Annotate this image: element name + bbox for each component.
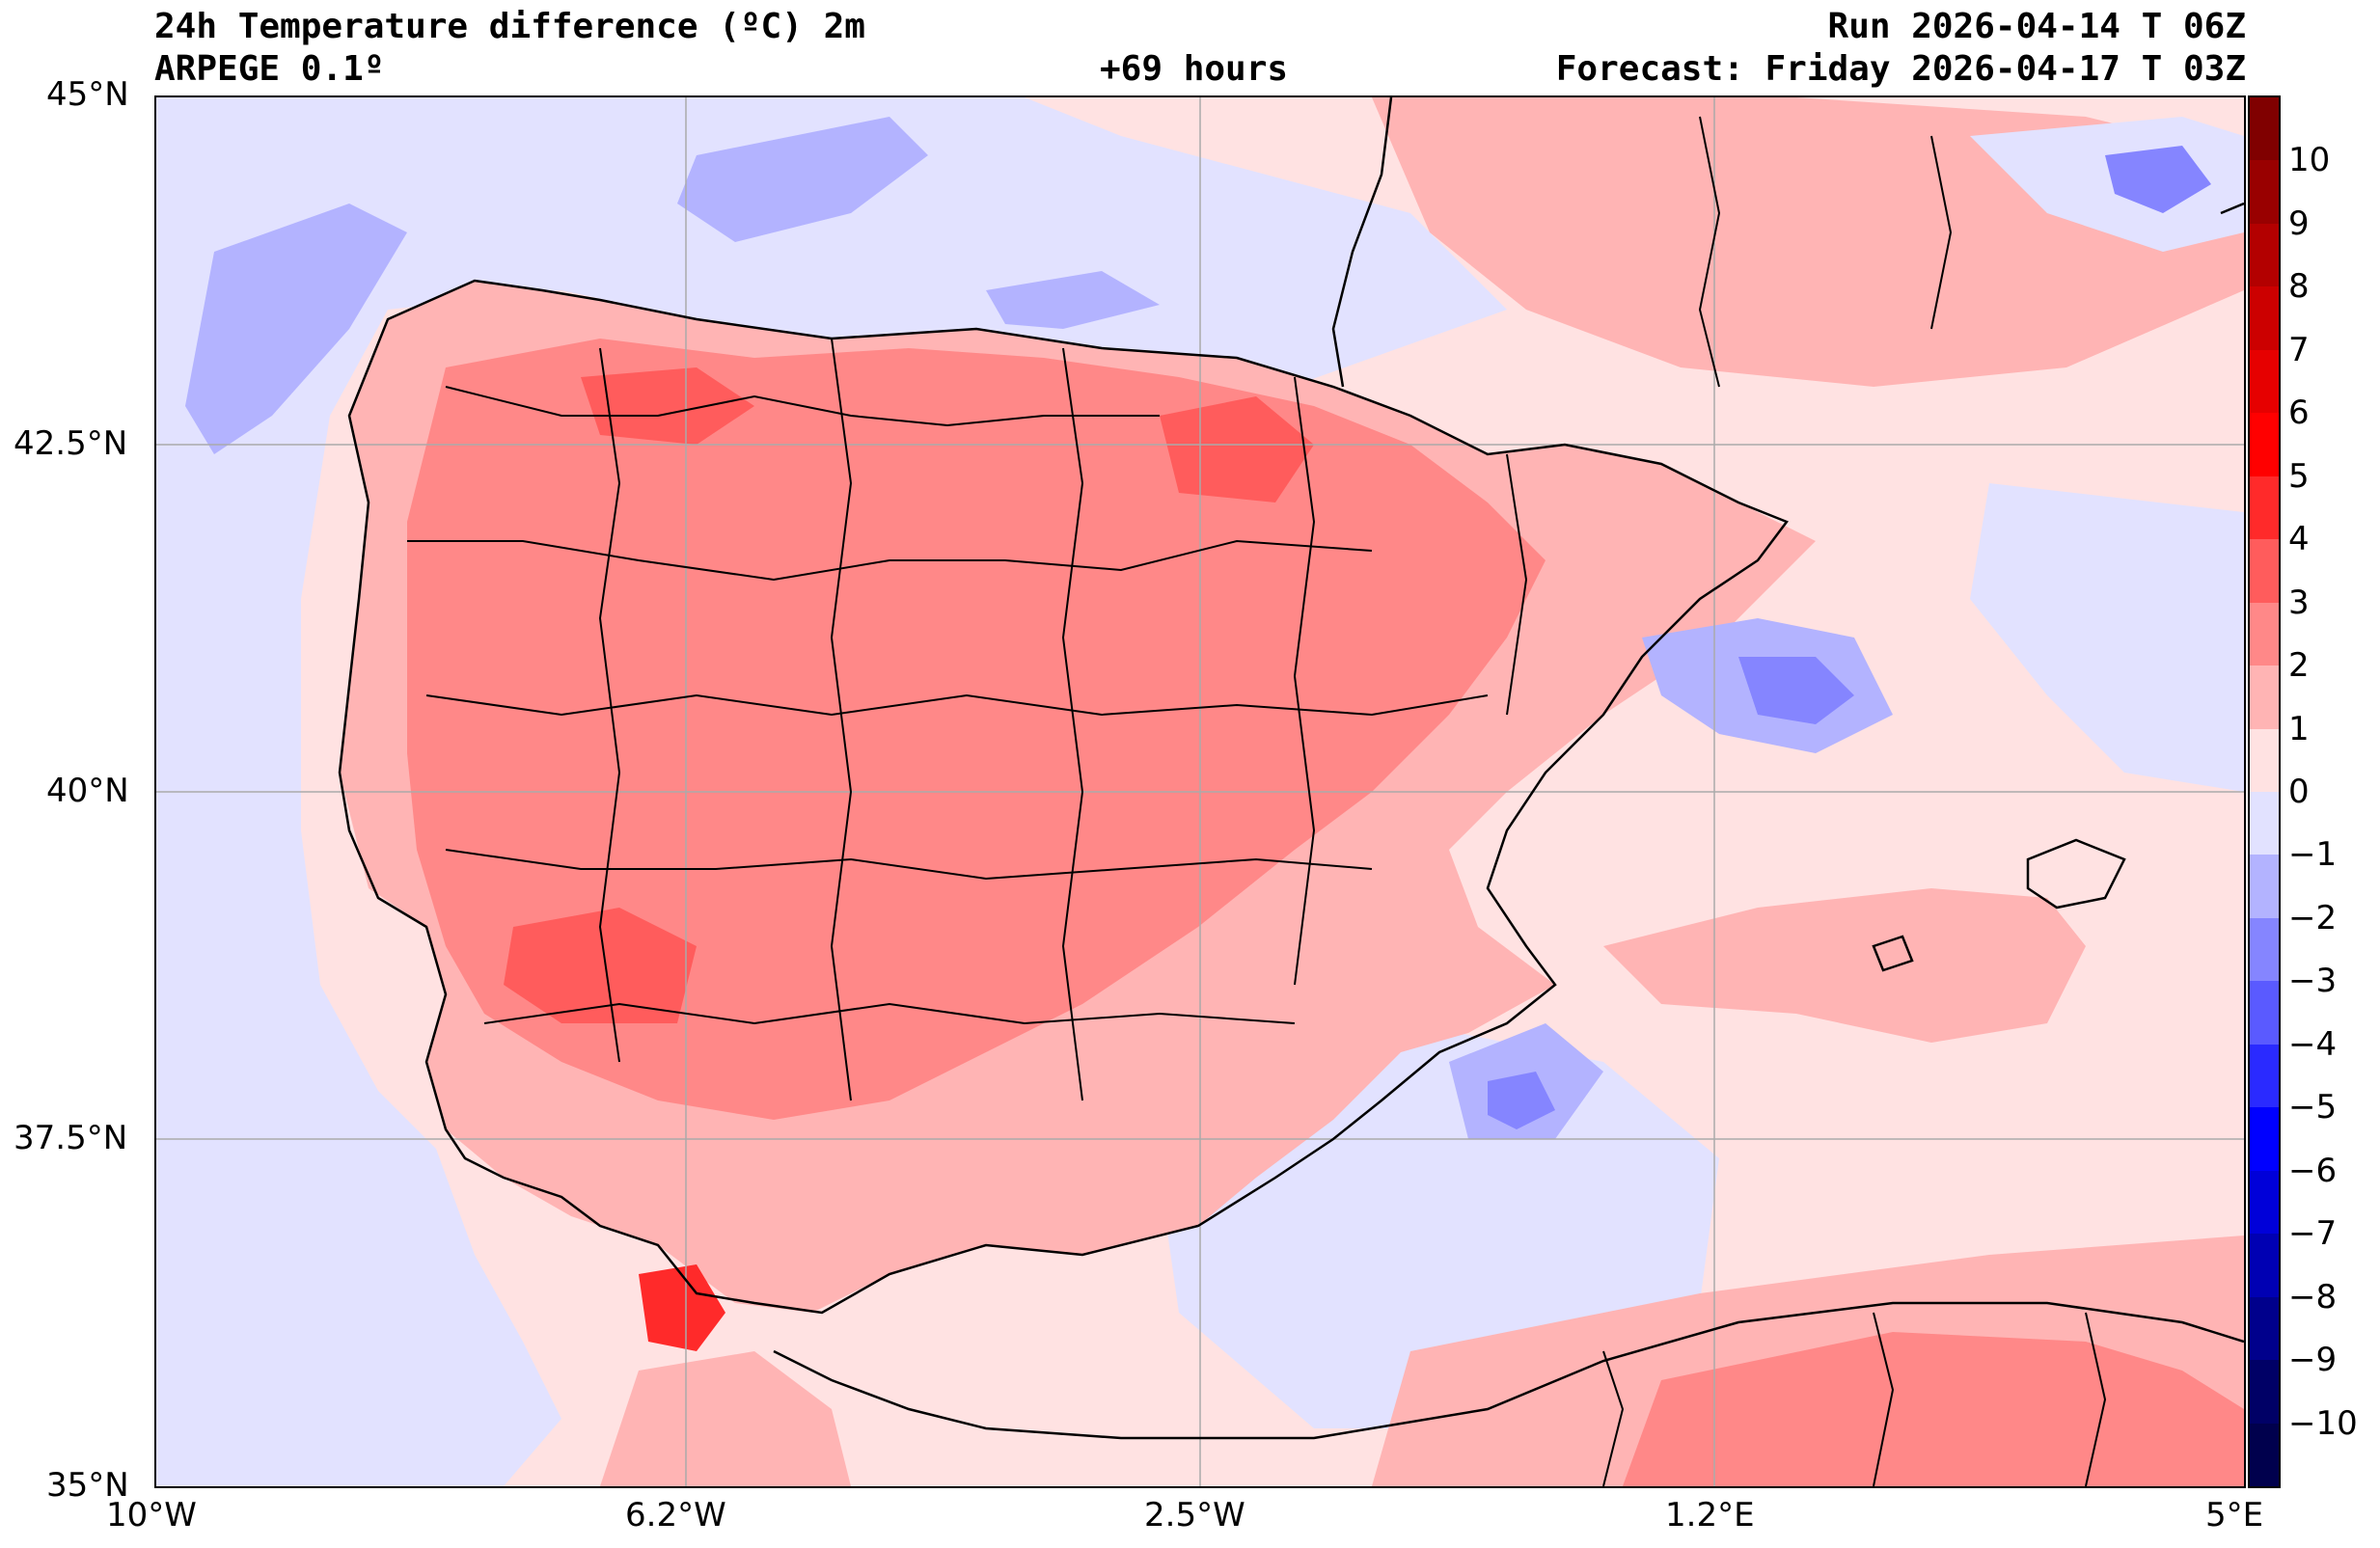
x-tick-1-2e: 1.2°E xyxy=(1665,1496,1755,1534)
colorbar-segment xyxy=(2250,855,2279,919)
colorbar-segment xyxy=(2250,728,2279,793)
model-label: ARPEGE 0.1º xyxy=(154,49,385,89)
hot-spot-north xyxy=(581,367,754,445)
colorbar-segment xyxy=(2250,349,2279,414)
mallorca-coastline xyxy=(2026,838,2126,910)
colorbar-tick-label: −10 xyxy=(2288,1403,2358,1443)
morocco-warm-area xyxy=(600,1351,851,1486)
corsica-coastline xyxy=(2220,202,2244,215)
hot-spot-extremadura xyxy=(504,908,697,1023)
x-tick-5e: 5°E xyxy=(2205,1496,2264,1534)
colorbar-segment xyxy=(2250,792,2279,855)
atlantic-cool-area-2 xyxy=(185,204,407,454)
colorbar-segment xyxy=(2250,1044,2279,1108)
colorbar-tick-label: −3 xyxy=(2288,962,2338,1001)
colorbar-segment xyxy=(2250,539,2279,604)
colorbar-tick-label: 7 xyxy=(2288,330,2310,369)
med-cool-area xyxy=(1970,483,2244,792)
hot-spot-ebro xyxy=(1160,396,1314,502)
run-label: Run 2026-04-14 T 06Z xyxy=(1827,7,2246,46)
colorbar-segment xyxy=(2250,413,2279,477)
colorbar-segment xyxy=(2250,1360,2279,1425)
colorbar-segment xyxy=(2250,160,2279,225)
colorbar-segment xyxy=(2250,981,2279,1046)
colorbar-segment xyxy=(2250,475,2279,540)
colorbar-tick-label: 2 xyxy=(2288,646,2310,686)
x-tick-10w: 10°W xyxy=(106,1496,197,1534)
balearic-warm-area xyxy=(1603,888,2086,1043)
colorbar-tick-label: −7 xyxy=(2288,1214,2338,1254)
hot-spot-gibraltar xyxy=(639,1264,725,1351)
colorbar-segment xyxy=(2250,602,2279,666)
france-coastline xyxy=(1331,97,1393,388)
colorbar-segment xyxy=(2250,917,2279,982)
colorbar-tick-label: 9 xyxy=(2288,204,2310,243)
colorbar-tick-label: 3 xyxy=(2288,583,2310,622)
africa-warm-core xyxy=(1623,1332,2244,1486)
colorbar-segment xyxy=(2250,1296,2279,1361)
y-tick-45n: 45°N xyxy=(46,75,129,114)
africa-coastline xyxy=(773,1301,2244,1440)
colorbar-segment xyxy=(2250,665,2279,730)
colorbar-segment xyxy=(2250,1170,2279,1235)
y-tick-40n: 40°N xyxy=(46,772,129,810)
map-title: 24h Temperature difference (ºC) 2m xyxy=(154,7,865,46)
colorbar-tick-label: 1 xyxy=(2288,709,2310,748)
colorbar-tick-label: −1 xyxy=(2288,835,2338,875)
colorbar-tick-label: −9 xyxy=(2288,1341,2338,1380)
colorbar-segment xyxy=(2250,97,2279,161)
grid-lines xyxy=(156,97,2244,1486)
coastlines xyxy=(338,97,2244,1440)
ibiza-coastline xyxy=(1872,935,1914,972)
colorbar-tick-label: 10 xyxy=(2288,141,2331,180)
colorbar-tick-label: −4 xyxy=(2288,1024,2338,1064)
murcia-cool-core xyxy=(1488,1072,1555,1129)
forecast-label: Forecast: Friday 2026-04-17 T 03Z xyxy=(1555,49,2246,89)
colorbar-tick-label: 4 xyxy=(2288,520,2310,559)
colorbar-tick-label: −8 xyxy=(2288,1277,2338,1317)
colorbar-segment xyxy=(2250,286,2279,351)
colorbar-tick-label: 6 xyxy=(2288,394,2310,433)
iberia-warm-core xyxy=(407,339,1546,1120)
temperature-difference-map xyxy=(156,97,2244,1486)
colorbar-segment xyxy=(2250,1423,2279,1486)
atlantic-cool-area-3 xyxy=(677,117,928,242)
y-tick-37-5n: 37.5°N xyxy=(14,1119,128,1157)
colorbar-tick-label: 5 xyxy=(2288,456,2310,496)
y-tick-42-5n: 42.5°N xyxy=(14,424,128,463)
biscay-cool-area xyxy=(986,271,1160,329)
colorbar-tick-label: 8 xyxy=(2288,267,2310,307)
colorbar xyxy=(2248,95,2281,1488)
colorbar-tick-label: −6 xyxy=(2288,1151,2338,1190)
france-cool-core xyxy=(2105,146,2211,213)
colorbar-segment xyxy=(2250,1234,2279,1298)
x-tick-2-5w: 2.5°W xyxy=(1144,1496,1245,1534)
region-borders xyxy=(407,116,2107,1486)
valencia-cool-core xyxy=(1738,657,1854,724)
lead-time-label: +69 hours xyxy=(1100,49,1289,89)
colorbar-tick-label: 0 xyxy=(2288,773,2310,811)
colorbar-segment xyxy=(2250,223,2279,287)
map-panel xyxy=(154,95,2246,1488)
colorbar-tick-label: −2 xyxy=(2288,898,2338,937)
colorbar-tick-label: −5 xyxy=(2288,1088,2338,1127)
iberia-coastline xyxy=(338,279,1789,1315)
y-tick-35n: 35°N xyxy=(46,1466,129,1505)
x-tick-6-2w: 6.2°W xyxy=(625,1496,726,1534)
colorbar-segment xyxy=(2250,1107,2279,1172)
